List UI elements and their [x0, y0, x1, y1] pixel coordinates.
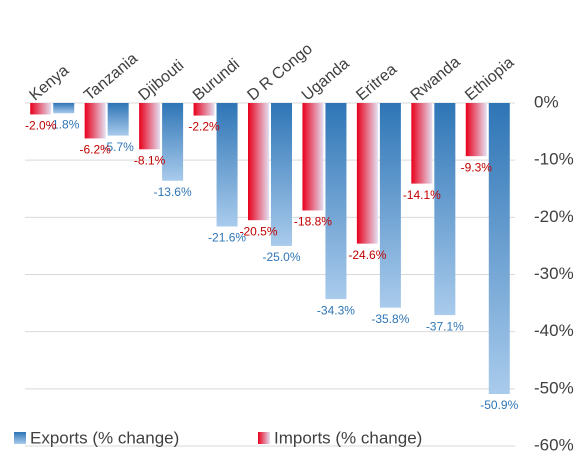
value-label: -14.1% — [403, 188, 441, 202]
bar — [411, 103, 433, 184]
value-label: -9.3% — [461, 160, 493, 174]
bar — [302, 103, 324, 211]
y-tick-label: -10% — [534, 150, 574, 169]
y-tick-label: -40% — [534, 321, 574, 340]
value-label: -13.6% — [154, 185, 192, 199]
bar — [216, 103, 238, 227]
x-tick-label: Tanzania — [81, 50, 141, 104]
x-tick-label: Kenya — [27, 62, 73, 104]
y-tick-label: -30% — [534, 264, 574, 283]
y-tick-label: 0% — [534, 92, 559, 111]
value-label: -1.8% — [48, 117, 80, 131]
value-label: -34.3% — [317, 303, 355, 317]
value-label: -6.2% — [79, 143, 111, 157]
bar — [356, 103, 378, 244]
bar — [434, 103, 456, 316]
bar — [488, 103, 510, 394]
value-label: -21.6% — [208, 231, 246, 245]
value-label: -5.7% — [102, 140, 134, 154]
bar — [53, 103, 75, 114]
bar — [139, 103, 161, 150]
bar — [379, 103, 401, 308]
value-label: -2.0% — [25, 119, 57, 133]
x-tick-label: Ethiopia — [462, 54, 517, 104]
value-label: -8.1% — [134, 153, 166, 167]
value-label: -2.2% — [188, 120, 220, 134]
bar — [193, 103, 215, 116]
legend-swatch — [258, 432, 270, 444]
y-tick-label: -60% — [534, 435, 574, 454]
value-label: -37.1% — [426, 319, 464, 333]
legend-label: Exports (% change) — [30, 428, 179, 447]
x-tick-label: Djibouti — [135, 57, 187, 104]
value-label: -35.8% — [371, 312, 409, 326]
value-label: -20.5% — [239, 224, 277, 238]
x-tick-label: Rwanda — [408, 53, 464, 104]
value-label: -18.8% — [294, 215, 332, 229]
x-tick-label: Burundi — [190, 56, 243, 104]
x-tick-label: Uganda — [299, 55, 353, 104]
bar — [30, 103, 52, 115]
x-tick-label: Eritrea — [353, 61, 400, 104]
value-label: -24.6% — [348, 248, 386, 262]
bar — [465, 103, 487, 157]
legend-label: Imports (% change) — [274, 428, 422, 447]
legend-swatch — [14, 432, 26, 444]
bar — [107, 103, 129, 136]
value-label: -25.0% — [262, 250, 300, 264]
bar — [84, 103, 106, 139]
value-label: -50.9% — [480, 398, 518, 412]
bar — [325, 103, 347, 300]
bar — [271, 103, 292, 246]
y-tick-label: -50% — [534, 378, 574, 397]
bar — [162, 103, 184, 181]
y-tick-label: -20% — [534, 207, 574, 226]
bar — [248, 103, 269, 221]
